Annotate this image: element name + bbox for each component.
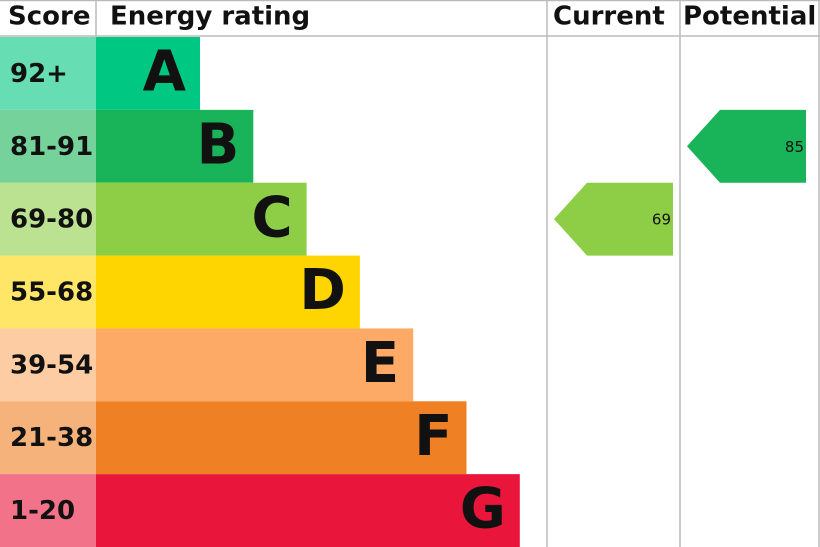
rating-letter: G	[460, 477, 506, 542]
rating-letter: D	[299, 258, 345, 323]
rating-letter: C	[251, 185, 292, 250]
score-range: 69-80	[10, 205, 93, 235]
score-range: 21-38	[10, 423, 93, 453]
score-cell	[0, 109, 96, 183]
score-range: 55-68	[10, 278, 93, 308]
score-cell	[0, 37, 96, 110]
rating-letter: F	[414, 404, 452, 469]
score-range: 39-54	[10, 350, 93, 380]
rating-bar	[96, 255, 360, 329]
score-cell	[0, 255, 96, 329]
rating-header: Energy rating	[110, 2, 310, 32]
rating-bar	[96, 328, 414, 402]
score-range: 1-20	[10, 496, 75, 526]
score-cell	[0, 474, 96, 547]
score-range: 81-91	[10, 132, 93, 162]
score-cell	[0, 401, 96, 475]
current-arrow	[554, 182, 673, 256]
rating-bar	[96, 182, 307, 256]
current-header: Current	[553, 2, 665, 32]
rating-bar	[96, 474, 520, 547]
current-value: 69	[652, 211, 671, 229]
score-cell	[0, 182, 96, 256]
score-cell	[0, 328, 96, 402]
potential-value: 85	[785, 138, 804, 156]
rating-letter: B	[197, 112, 240, 177]
score-header: Score	[8, 2, 90, 32]
rating-bar	[96, 37, 200, 110]
score-range: 92+	[10, 59, 68, 89]
rating-letter: A	[143, 40, 187, 105]
rating-letter: E	[361, 331, 399, 396]
rating-bar	[96, 401, 467, 475]
potential-arrow	[687, 109, 806, 183]
rating-bar	[96, 109, 254, 183]
potential-header: Potential	[683, 2, 816, 32]
